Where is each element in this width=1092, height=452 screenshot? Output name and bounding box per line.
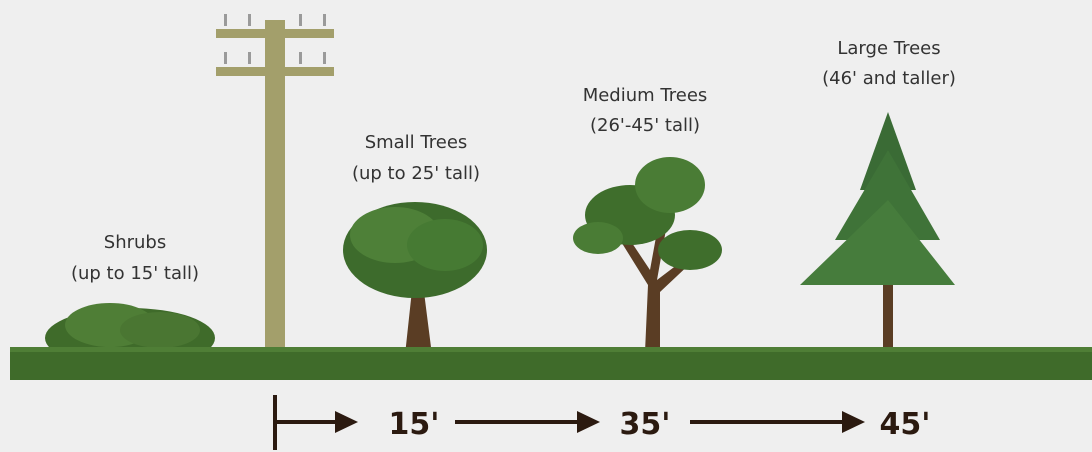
plant-name: Large Trees — [837, 38, 940, 59]
diagram: Shrubs (up to 15' tall) Small Trees (up … — [0, 0, 1092, 452]
distance-label: 15' — [389, 407, 440, 442]
plant-height: (up to 25' tall) — [352, 163, 480, 184]
distance-label: 45' — [880, 407, 931, 442]
plant-height: (up to 15' tall) — [71, 263, 199, 284]
plant-height: (26'-45' tall) — [590, 115, 700, 136]
ground — [10, 350, 1092, 380]
plant-height: (46' and taller) — [822, 68, 956, 89]
grass — [10, 347, 1092, 352]
plant-name: Shrubs — [104, 232, 166, 253]
distance-label: 35' — [620, 407, 671, 442]
plant-name: Medium Trees — [583, 85, 708, 106]
plant-name: Small Trees — [365, 132, 468, 153]
